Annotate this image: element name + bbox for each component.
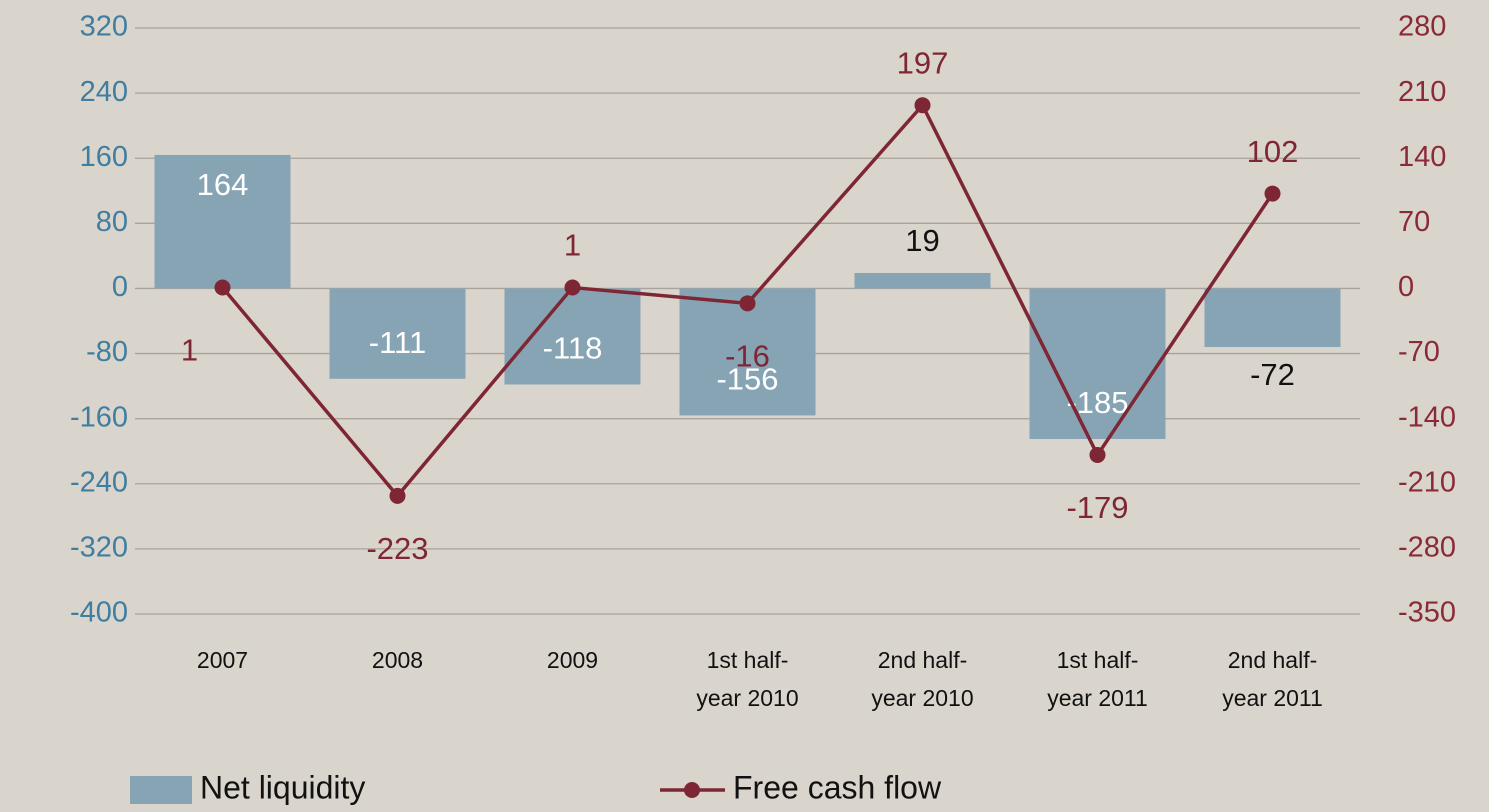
x-tick-label: 1st half-year 2011 xyxy=(1047,647,1148,711)
x-tick-label: 1st half-year 2010 xyxy=(696,647,798,711)
data-label: -156 xyxy=(716,362,778,397)
line-point xyxy=(914,97,931,114)
x-tick-label: 2nd half-year 2011 xyxy=(1222,647,1323,711)
legend-label: Net liquidity xyxy=(200,769,365,805)
data-label: 1 xyxy=(564,228,581,263)
y2-tick-label: 0 xyxy=(1398,271,1414,303)
y2-tick-label: -70 xyxy=(1398,336,1440,368)
y-tick-label: -240 xyxy=(70,466,128,498)
x-tick-label: 2009 xyxy=(547,647,598,673)
data-label: 1 xyxy=(181,333,198,368)
data-label: -111 xyxy=(369,325,426,360)
y2-tick-label: 210 xyxy=(1398,76,1446,108)
x-tick-label: 2nd half-year 2010 xyxy=(871,647,973,711)
bar xyxy=(154,154,291,289)
data-label: -72 xyxy=(1250,357,1295,392)
y-tick-label: 0 xyxy=(112,271,128,303)
data-label: 102 xyxy=(1247,134,1299,169)
data-label: -179 xyxy=(1066,490,1128,525)
y-tick-label: 160 xyxy=(80,141,128,173)
data-label: -118 xyxy=(543,331,603,366)
data-label: -16 xyxy=(725,339,770,374)
line-point xyxy=(564,279,581,296)
bar xyxy=(504,288,641,385)
y2-tick-label: -140 xyxy=(1398,401,1456,433)
y2-tick-label: -350 xyxy=(1398,597,1456,629)
line-point xyxy=(389,487,406,504)
y-tick-label: -80 xyxy=(86,336,128,368)
bar xyxy=(1204,288,1341,348)
legend-swatch xyxy=(684,782,700,798)
line-point xyxy=(739,295,756,312)
bar xyxy=(854,272,991,289)
line-point xyxy=(214,279,231,296)
y2-tick-label: 140 xyxy=(1398,141,1446,173)
legend-swatch xyxy=(130,776,192,804)
data-label: -223 xyxy=(366,531,428,566)
data-label: 164 xyxy=(197,167,249,202)
x-tick-label: 2007 xyxy=(197,647,248,673)
y2-tick-label: 280 xyxy=(1398,11,1446,43)
data-label: 19 xyxy=(905,223,939,258)
bar xyxy=(329,288,466,379)
y2-tick-label: -280 xyxy=(1398,532,1456,564)
data-label: 197 xyxy=(897,45,949,80)
y-tick-label: -320 xyxy=(70,532,128,564)
y-tick-label: 240 xyxy=(80,76,128,108)
y-tick-label: -160 xyxy=(70,401,128,433)
legend-label: Free cash flow xyxy=(733,769,942,805)
y2-tick-label: -210 xyxy=(1398,466,1456,498)
y2-tick-label: 70 xyxy=(1398,206,1430,238)
line-point xyxy=(1264,185,1281,202)
y-tick-label: 320 xyxy=(80,11,128,43)
y-tick-label: 80 xyxy=(96,206,128,238)
y-tick-label: -400 xyxy=(70,597,128,629)
line-point xyxy=(1089,446,1106,463)
x-tick-label: 2008 xyxy=(372,647,423,673)
